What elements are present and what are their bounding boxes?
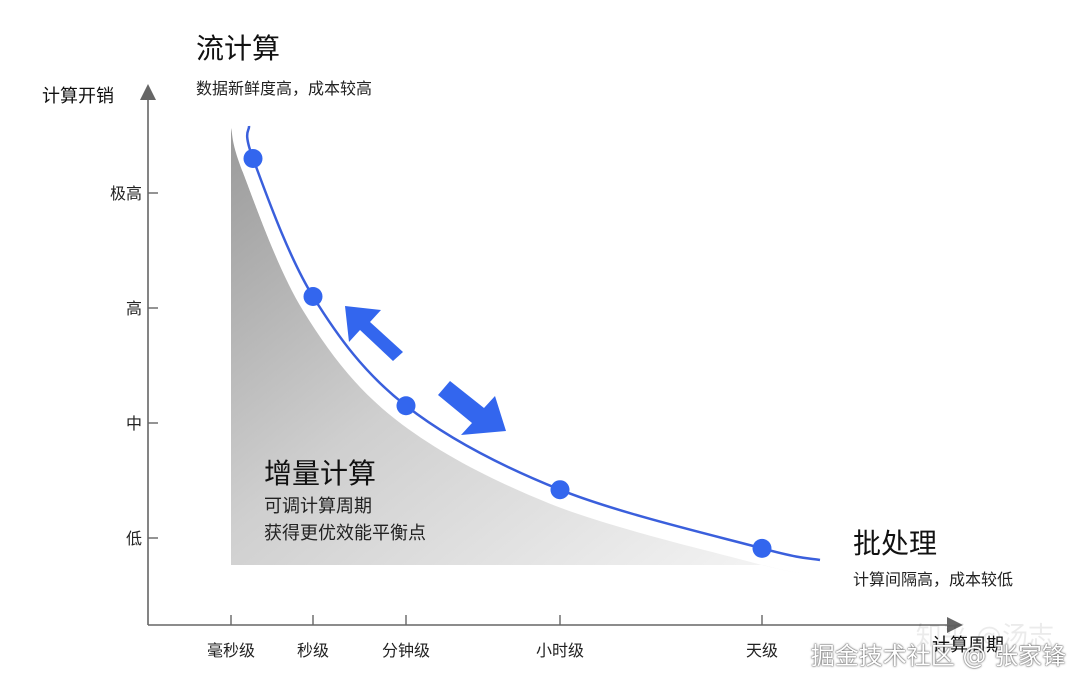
data-point — [752, 538, 772, 558]
watermark-faint: 知乎 @汤志 — [915, 622, 1054, 652]
x-tick-label: 毫秒级 — [207, 641, 255, 660]
x-tick-label: 天级 — [746, 641, 778, 660]
curve-band — [235, 131, 818, 575]
data-point — [396, 396, 416, 416]
x-tick-label: 分钟级 — [382, 641, 430, 660]
data-point — [550, 480, 570, 500]
data-point — [303, 287, 323, 306]
y-tick-label: 中 — [126, 414, 142, 433]
batch-subtitle: 计算间隔高，成本较低 — [853, 570, 1013, 589]
y-axis-ticks: 低 中 高 极高 — [110, 184, 158, 548]
watermark: 掘金技术社区 @ 张家锋 — [810, 642, 1066, 670]
batch-title: 批处理 — [853, 527, 937, 560]
y-tick-label: 低 — [126, 529, 142, 548]
incremental-region — [231, 128, 812, 574]
incremental-title: 增量计算 — [264, 457, 376, 490]
y-axis-title: 计算开销 — [42, 86, 114, 107]
y-tick-label: 高 — [126, 299, 142, 318]
incremental-line1: 可调计算周期 — [264, 496, 372, 517]
data-point — [243, 149, 263, 168]
x-tick-label: 小时级 — [536, 641, 584, 660]
arrow-down-right-icon — [438, 381, 506, 435]
stream-title: 流计算 — [196, 32, 280, 65]
x-axis-title: 计算周期 — [932, 635, 1004, 656]
incremental-line2: 获得更优效能平衡点 — [264, 523, 426, 544]
y-tick-label: 极高 — [110, 184, 142, 203]
x-tick-label: 秒级 — [297, 641, 329, 660]
x-axis-ticks: 毫秒级 秒级 分钟级 小时级 天级 — [207, 615, 778, 660]
stream-subtitle: 数据新鲜度高，成本较高 — [196, 79, 372, 98]
arrow-up-left-icon — [345, 306, 403, 361]
tradeoff-arrows — [345, 306, 506, 435]
data-points — [243, 149, 772, 558]
